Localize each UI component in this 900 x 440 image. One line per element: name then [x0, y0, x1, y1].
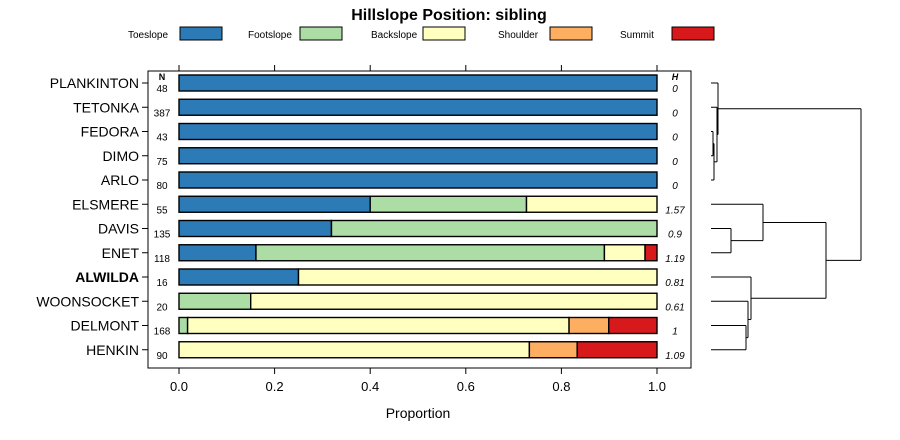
- category-label: FEDORA: [81, 124, 140, 140]
- category-label: DIMO: [102, 148, 139, 164]
- bar-segment-toeslope: [178, 98, 658, 116]
- bar-segment-summit: [644, 244, 658, 262]
- n-label: 75: [156, 157, 168, 168]
- x-tick-label: 0.6: [457, 379, 475, 394]
- x-tick-label: 0.4: [361, 379, 379, 394]
- plot-frame: [147, 70, 692, 369]
- bar-segment-toeslope: [178, 219, 333, 238]
- category-label: ARLO: [101, 172, 139, 188]
- bar-segment-footslope: [178, 292, 252, 310]
- h-label: 1.57: [665, 205, 685, 216]
- category-label: ALWILDA: [75, 269, 139, 285]
- n-label: 16: [156, 278, 168, 289]
- category-label: HENKIN: [86, 342, 139, 358]
- bar-segment-footslope: [178, 316, 189, 335]
- h-label: 0: [672, 84, 678, 95]
- x-tick-label: 0.2: [266, 379, 284, 394]
- bar-segment-toeslope: [178, 171, 658, 189]
- h-label: 0: [672, 108, 678, 119]
- h-label: 1.19: [665, 254, 685, 265]
- category-label: WOONSOCKET: [36, 293, 139, 309]
- h-label: 0: [672, 181, 678, 192]
- x-axis-label: Proportion: [386, 405, 451, 421]
- legend-label: Backslope: [371, 30, 418, 41]
- category-label: PLANKINTON: [50, 75, 139, 91]
- bar-segment-shoulder: [568, 316, 610, 335]
- n-label: 90: [156, 351, 168, 362]
- bar-segment-toeslope: [178, 147, 658, 165]
- bar-segment-footslope: [255, 244, 606, 262]
- h-label: 0: [672, 157, 678, 168]
- n-label: 118: [154, 254, 170, 265]
- x-tick-label: 0.0: [170, 379, 188, 394]
- bar-segment-backslope: [178, 341, 531, 359]
- bar-segment-toeslope: [178, 74, 658, 92]
- n-label: 80: [156, 181, 168, 192]
- category-label: DAVIS: [98, 221, 139, 237]
- h-label: 0: [672, 133, 678, 144]
- n-label: 135: [154, 230, 171, 241]
- n-label: 20: [156, 302, 168, 313]
- bar-segment-backslope: [297, 268, 658, 286]
- legend-swatch: [422, 26, 466, 41]
- bar-segment-backslope: [525, 195, 658, 213]
- legend-swatch: [299, 26, 343, 41]
- h-label: 1.09: [665, 351, 685, 362]
- bar-segment-backslope: [603, 244, 646, 262]
- legend-label: Footslope: [248, 30, 292, 41]
- bar-segment-toeslope: [178, 122, 658, 141]
- n-label: 48: [156, 84, 168, 95]
- legend-swatch: [549, 26, 593, 41]
- bar-segment-footslope: [369, 195, 528, 213]
- bar-segment-toeslope: [178, 244, 257, 262]
- category-label: DELMONT: [71, 318, 140, 334]
- legend-label: Summit: [620, 30, 654, 41]
- bar-segment-summit: [608, 316, 658, 335]
- bar-segment-backslope: [186, 316, 570, 335]
- legend-swatch: [179, 26, 223, 41]
- bar-segment-backslope: [249, 292, 658, 310]
- category-label: ENET: [102, 245, 140, 261]
- bar-segment-shoulder: [528, 341, 578, 359]
- n-label: 387: [154, 108, 171, 119]
- chart-title: Hillslope Position: sibling: [351, 7, 547, 24]
- legend-label: Toeslope: [128, 30, 168, 41]
- bar-segment-footslope: [330, 219, 658, 238]
- h-header: H: [672, 72, 679, 82]
- legend-swatch: [671, 26, 715, 41]
- legend-label: Shoulder: [498, 30, 539, 41]
- category-label: TETONKA: [73, 99, 140, 115]
- n-label: 55: [156, 205, 168, 216]
- bar-segment-toeslope: [178, 268, 300, 286]
- h-label: 0.61: [665, 302, 684, 313]
- h-label: 1: [672, 327, 678, 338]
- h-label: 0.9: [668, 230, 682, 241]
- category-label: ELSMERE: [72, 196, 139, 212]
- x-tick-label: 1.0: [648, 379, 666, 394]
- bar-segment-toeslope: [178, 195, 371, 213]
- h-label: 0.81: [665, 278, 684, 289]
- x-tick-label: 0.8: [552, 379, 570, 394]
- bar-segment-summit: [576, 341, 658, 359]
- n-header: N: [159, 72, 166, 82]
- n-label: 168: [154, 327, 171, 338]
- n-label: 43: [156, 133, 168, 144]
